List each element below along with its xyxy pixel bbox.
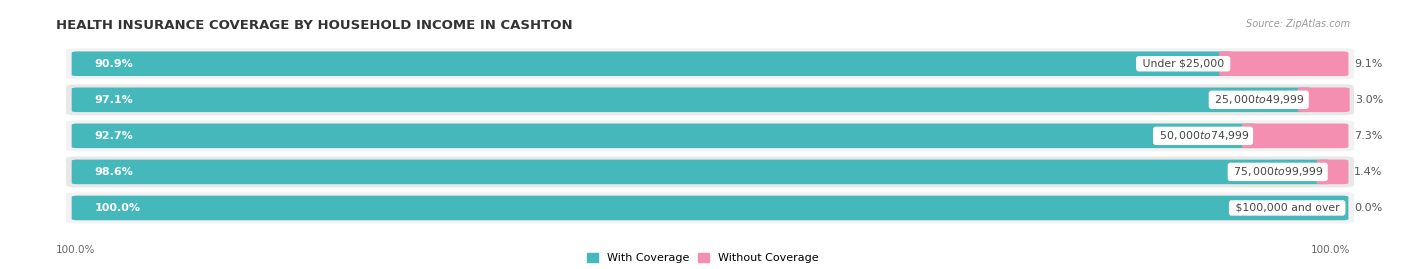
Text: $25,000 to $49,999: $25,000 to $49,999 <box>1212 93 1306 106</box>
Text: 100.0%: 100.0% <box>1310 245 1350 255</box>
Text: $100,000 and over: $100,000 and over <box>1232 203 1343 213</box>
FancyBboxPatch shape <box>66 192 1354 224</box>
FancyBboxPatch shape <box>66 156 1354 187</box>
FancyBboxPatch shape <box>72 87 1348 112</box>
FancyBboxPatch shape <box>72 123 1256 148</box>
Text: 100.0%: 100.0% <box>56 245 96 255</box>
FancyBboxPatch shape <box>72 87 1312 112</box>
Text: 97.1%: 97.1% <box>94 95 134 105</box>
Text: Under $25,000: Under $25,000 <box>1139 59 1227 69</box>
FancyBboxPatch shape <box>72 160 1348 184</box>
FancyBboxPatch shape <box>66 48 1354 79</box>
FancyBboxPatch shape <box>66 84 1354 115</box>
FancyBboxPatch shape <box>1298 87 1350 112</box>
FancyBboxPatch shape <box>72 123 1348 148</box>
Legend: With Coverage, Without Coverage: With Coverage, Without Coverage <box>588 253 818 263</box>
Text: Source: ZipAtlas.com: Source: ZipAtlas.com <box>1246 19 1350 29</box>
Text: 90.9%: 90.9% <box>94 59 134 69</box>
FancyBboxPatch shape <box>1241 123 1348 148</box>
FancyBboxPatch shape <box>72 196 1348 220</box>
Text: 100.0%: 100.0% <box>94 203 141 213</box>
FancyBboxPatch shape <box>72 160 1330 184</box>
Text: HEALTH INSURANCE COVERAGE BY HOUSEHOLD INCOME IN CASHTON: HEALTH INSURANCE COVERAGE BY HOUSEHOLD I… <box>56 19 572 32</box>
Text: 9.1%: 9.1% <box>1354 59 1382 69</box>
FancyBboxPatch shape <box>72 51 1348 76</box>
Text: $50,000 to $74,999: $50,000 to $74,999 <box>1156 129 1250 142</box>
Text: 0.0%: 0.0% <box>1354 203 1382 213</box>
Text: 92.7%: 92.7% <box>94 131 134 141</box>
FancyBboxPatch shape <box>1316 160 1348 184</box>
FancyBboxPatch shape <box>66 120 1354 151</box>
Text: 7.3%: 7.3% <box>1354 131 1382 141</box>
Text: 98.6%: 98.6% <box>94 167 134 177</box>
FancyBboxPatch shape <box>72 51 1233 76</box>
FancyBboxPatch shape <box>72 196 1348 220</box>
Text: 1.4%: 1.4% <box>1354 167 1382 177</box>
FancyBboxPatch shape <box>1219 51 1348 76</box>
Text: $75,000 to $99,999: $75,000 to $99,999 <box>1230 165 1324 178</box>
Text: 3.0%: 3.0% <box>1355 95 1384 105</box>
